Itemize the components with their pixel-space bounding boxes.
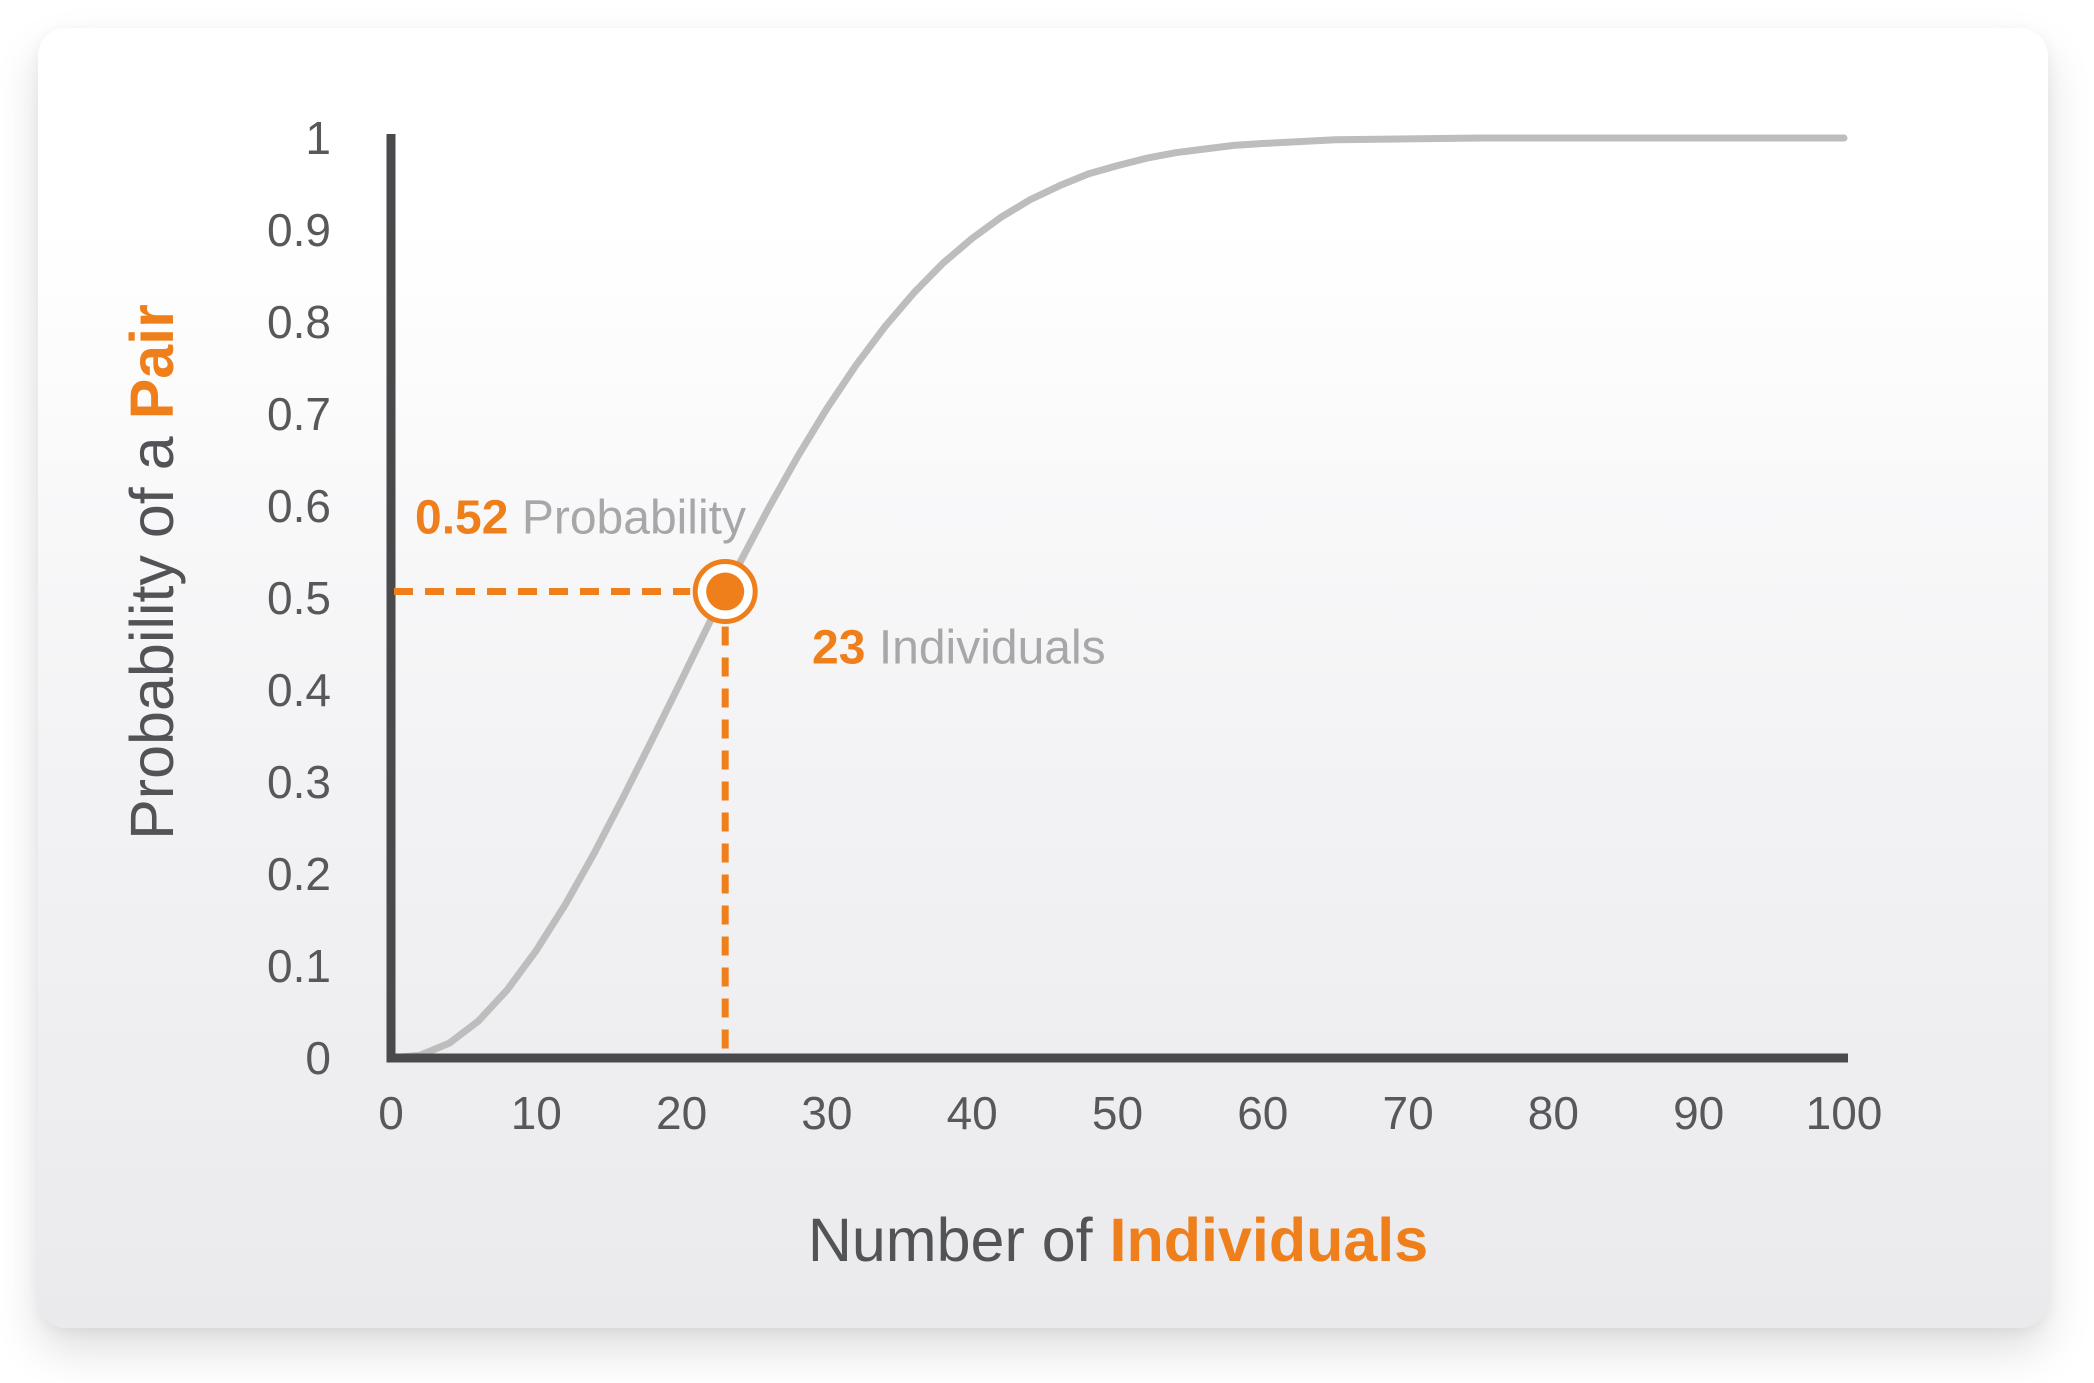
x-axis-tick-label: 60 bbox=[1237, 1087, 1289, 1139]
individuals-annotation-value: 23 bbox=[812, 621, 866, 675]
x-axis-tick-label: 70 bbox=[1382, 1087, 1434, 1139]
y-axis-tick-label: 0.4 bbox=[267, 664, 331, 716]
x-axis-title-highlight: Individuals bbox=[1109, 1206, 1429, 1274]
x-axis-tick-label: 10 bbox=[510, 1087, 562, 1139]
x-axis-tick-label: 100 bbox=[1805, 1087, 1883, 1139]
y-axis-tick-label: 0.3 bbox=[267, 756, 331, 808]
y-axis-tick-label: 1 bbox=[305, 112, 331, 164]
x-axis-tick-label: 90 bbox=[1673, 1087, 1725, 1139]
y-axis-tick-label: 0 bbox=[305, 1032, 331, 1084]
highlight-point-dot bbox=[706, 572, 745, 611]
y-axis-tick-label: 0.2 bbox=[267, 848, 331, 900]
y-axis-title-text: Probability of a bbox=[118, 419, 186, 840]
individuals-annotation-label: Individuals bbox=[878, 621, 1106, 675]
x-axis-title-text: Number of bbox=[807, 1206, 1110, 1274]
individuals-annotation: 23 Individuals bbox=[812, 621, 1106, 676]
x-axis-tick-label: 0 bbox=[378, 1087, 404, 1139]
y-axis-title: Probability of a Pair bbox=[117, 304, 187, 840]
y-axis-tick-label: 0.5 bbox=[267, 572, 331, 624]
x-axis-tick-label: 20 bbox=[656, 1087, 708, 1139]
y-axis-title-highlight: Pair bbox=[118, 304, 186, 420]
x-axis-tick-label: 50 bbox=[1091, 1087, 1144, 1139]
probability-annotation-value: 0.52 bbox=[415, 491, 509, 545]
x-axis-tick-label: 40 bbox=[946, 1087, 998, 1139]
probability-annotation-label: Probability bbox=[521, 491, 746, 545]
y-axis-tick-label: 0.7 bbox=[267, 388, 331, 440]
x-axis-tick-label: 80 bbox=[1527, 1087, 1579, 1139]
probability-curve bbox=[387, 134, 1848, 1062]
y-axis-tick-label: 0.1 bbox=[267, 940, 331, 992]
y-axis-tick-label: 0.6 bbox=[267, 480, 331, 532]
chart-card bbox=[38, 28, 2048, 1328]
y-axis-tick-label: 0.9 bbox=[267, 204, 331, 256]
x-axis-title: Number of Individuals bbox=[808, 1205, 1428, 1275]
x-axis-tick-label: 30 bbox=[801, 1087, 853, 1139]
y-axis-tick-label: 0.8 bbox=[267, 296, 331, 348]
probability-annotation: 0.52 Probability bbox=[415, 491, 746, 546]
